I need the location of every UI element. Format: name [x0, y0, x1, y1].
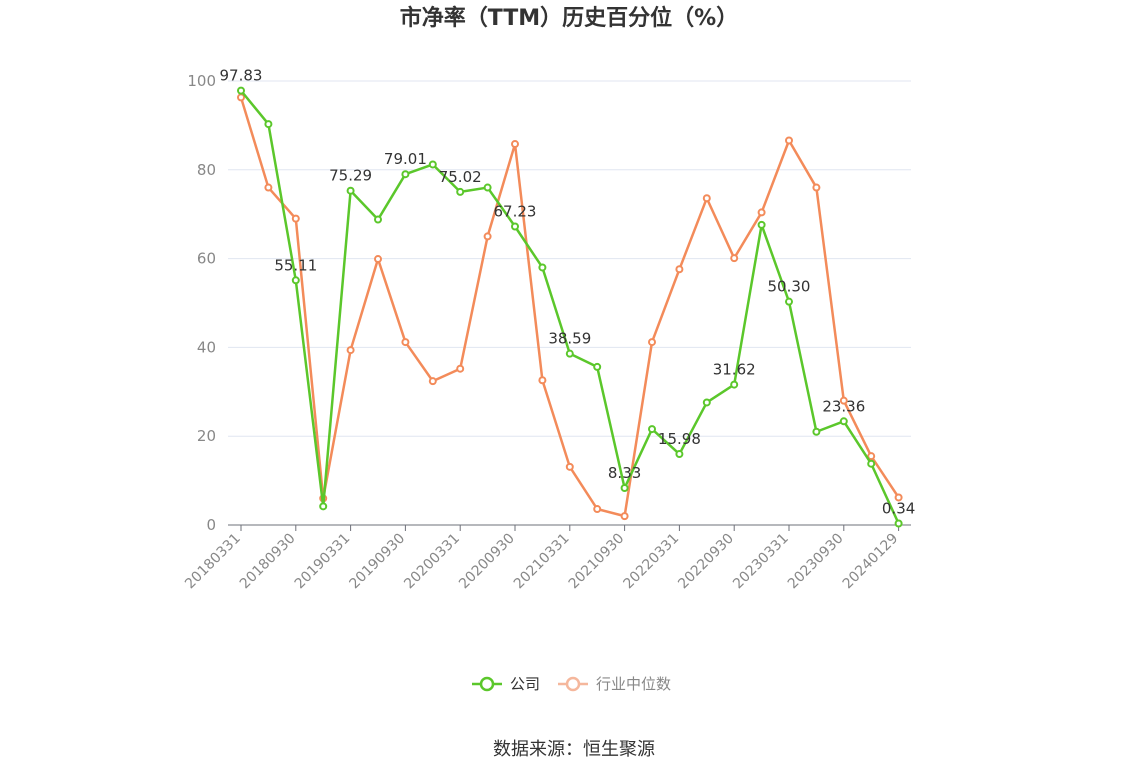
data-point: [812, 183, 821, 192]
data-point: [620, 484, 629, 493]
data-label: 8.33: [608, 464, 641, 482]
x-tick-label: 20180930: [237, 531, 299, 593]
data-point: [319, 502, 328, 511]
data-point: [237, 86, 245, 95]
y-tick-label: 20: [197, 427, 216, 445]
series: [237, 86, 903, 528]
data-point: [511, 222, 519, 231]
legend: 公司 行业中位数: [472, 675, 671, 693]
legend-marker: [479, 676, 495, 692]
data-point: [237, 93, 245, 102]
x-tick-label: 20230930: [785, 531, 847, 593]
x-tick-label: 20210331: [511, 531, 573, 593]
data-label: 15.98: [658, 430, 701, 448]
data-point: [538, 376, 547, 385]
x-tick-label: 20190331: [292, 531, 354, 593]
data-point: [730, 380, 739, 389]
data-point: [785, 297, 793, 306]
data-label: 75.29: [329, 167, 372, 185]
data-label: 75.02: [439, 168, 482, 186]
data-label: 55.11: [274, 256, 317, 274]
data-point: [374, 215, 382, 224]
x-tick-label: 20240129: [840, 531, 902, 593]
x-tick-label: 20230331: [730, 531, 792, 593]
data-point: [894, 493, 903, 502]
data-point: [264, 183, 273, 192]
data-point: [374, 255, 382, 264]
axes: 0 20 40 60 80 100 2018033120180930201903312019…: [182, 72, 911, 592]
data-point: [839, 417, 848, 426]
data-point: [456, 364, 465, 373]
data-point: [675, 450, 684, 459]
data-point: [757, 208, 766, 217]
data-label: 79.01: [384, 150, 427, 168]
data-label: 97.83: [220, 67, 263, 85]
data-label: 38.59: [548, 330, 591, 348]
data-label: 0.34: [882, 499, 915, 517]
chart-title: 市净率（TTM）历史百分位（%）: [400, 5, 738, 31]
data-label: 23.36: [822, 397, 865, 415]
data-point: [565, 349, 574, 358]
data-point: [456, 187, 465, 196]
data-point: [565, 462, 574, 471]
data-point: [620, 512, 629, 521]
y-tick-label: 60: [197, 250, 216, 268]
data-point: [401, 338, 410, 347]
x-tick-label: 20180331: [182, 531, 244, 593]
legend-label: 行业中位数: [596, 675, 671, 693]
legend-marker: [565, 676, 581, 692]
gridlines: [228, 80, 911, 437]
data-point: [538, 263, 547, 272]
source-note: 数据来源：恒生聚源: [493, 739, 655, 760]
data-labels: 97.83 55.11 75.29 79.01 75.02 67.23 38.59 8.33 1…: [220, 67, 916, 518]
data-point: [867, 459, 876, 468]
data-point: [648, 425, 656, 434]
y-tick-label: 80: [197, 161, 216, 179]
x-tick-label: 20220331: [621, 531, 683, 593]
data-label: 67.23: [494, 202, 537, 220]
data-point: [867, 452, 876, 461]
legend-label: 公司: [510, 675, 540, 693]
x-tick-label: 20200930: [456, 531, 518, 593]
x-tick-label: 20190930: [347, 531, 409, 593]
data-point: [812, 427, 821, 436]
data-point: [757, 220, 766, 229]
data-point: [839, 396, 848, 405]
data-point: [702, 398, 711, 407]
data-point: [483, 232, 492, 241]
y-tick-label: 40: [197, 338, 216, 356]
x-tick-label: 20200331: [401, 531, 463, 593]
data-point: [593, 505, 602, 514]
x-tick-label: 20220930: [675, 531, 737, 593]
x-tick-label: 20210930: [566, 531, 628, 593]
data-point: [483, 183, 492, 192]
data-point: [894, 519, 903, 528]
data-point: [346, 186, 355, 195]
data-point: [702, 194, 711, 203]
y-tick-label: 100: [187, 72, 216, 90]
y-tick-label: 0: [206, 516, 216, 534]
data-point: [291, 276, 300, 285]
data-point: [511, 140, 519, 149]
data-point: [346, 346, 355, 355]
data-point: [785, 136, 793, 145]
data-point: [675, 265, 684, 274]
data-label: 31.62: [713, 361, 756, 379]
data-point: [428, 160, 437, 169]
data-point: [264, 120, 273, 129]
data-point: [428, 377, 437, 386]
data-label: 50.30: [768, 278, 811, 296]
series-line-company: [240, 89, 900, 525]
data-point: [593, 362, 602, 371]
data-point: [401, 170, 410, 179]
data-point: [648, 338, 656, 347]
data-point: [730, 254, 739, 263]
data-point: [291, 214, 300, 223]
